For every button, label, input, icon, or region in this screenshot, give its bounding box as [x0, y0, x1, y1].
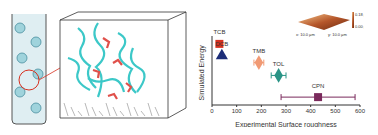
svg-text:0.00 µm: 0.00 µm — [355, 24, 364, 29]
svg-text:DCB: DCB — [216, 41, 229, 47]
svg-text:400: 400 — [306, 108, 317, 114]
svg-text:TOL: TOL — [273, 61, 285, 67]
svg-text:0.18 µm: 0.18 µm — [355, 12, 364, 17]
svg-text:Simulated Energy: Simulated Energy — [198, 45, 206, 101]
svg-text:100: 100 — [232, 108, 243, 114]
svg-text:x: 10.0 µm: x: 10.0 µm — [296, 32, 315, 37]
svg-text:Experimental Surface roughness: Experimental Surface roughness — [235, 121, 337, 127]
svg-text:TCB: TCB — [213, 29, 225, 35]
svg-text:y: 10.0 µm: y: 10.0 µm — [328, 32, 347, 37]
svg-text:TMB: TMB — [253, 48, 266, 54]
svg-text:300: 300 — [281, 108, 292, 114]
svg-text:CPN: CPN — [312, 83, 325, 89]
svg-text:0: 0 — [210, 108, 214, 114]
svg-text:200: 200 — [256, 108, 267, 114]
svg-text:600: 600 — [355, 108, 366, 114]
svg-text:500: 500 — [330, 108, 341, 114]
